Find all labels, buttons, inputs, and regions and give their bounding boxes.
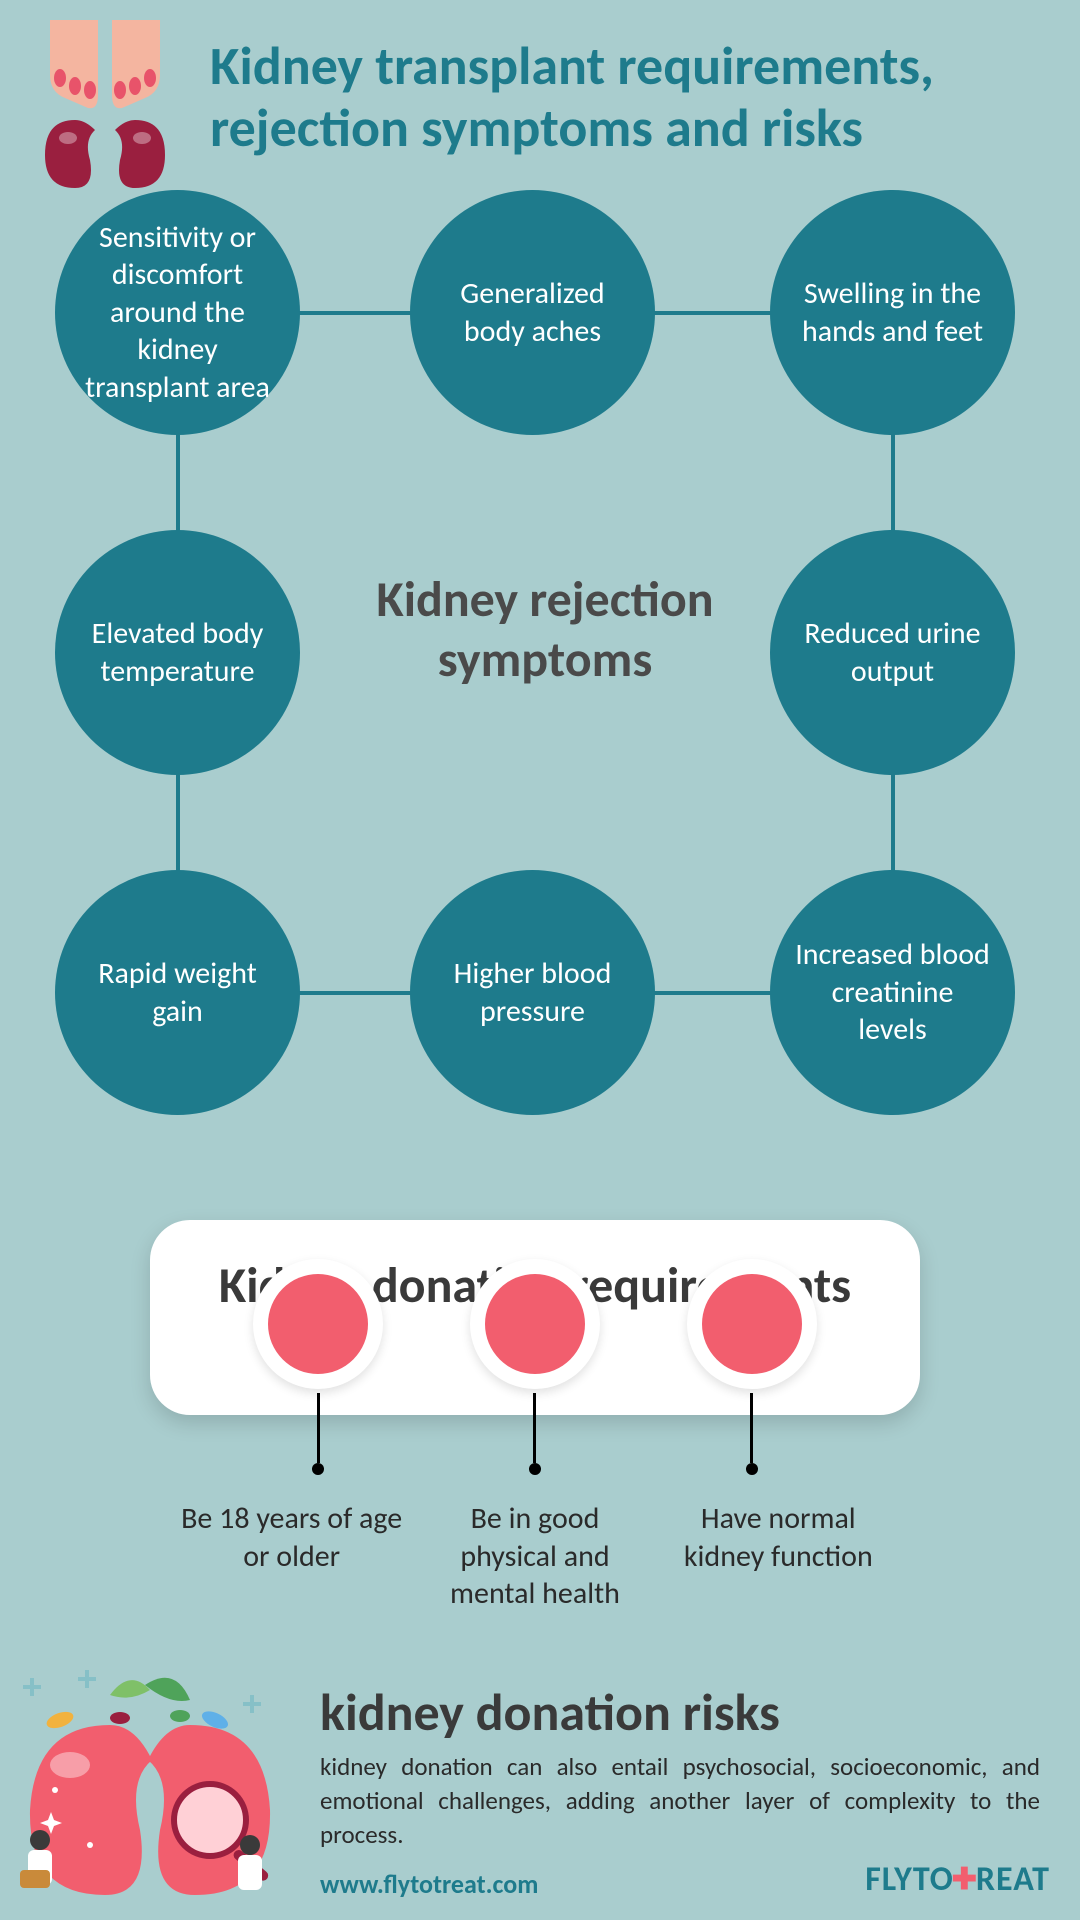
rejection-symptoms-diagram: Sensitivity or discomfort around the kid…: [55, 190, 1025, 1170]
symptom-node: Rapid weight gain: [55, 870, 300, 1115]
kidneys-doctors-icon: [0, 1670, 300, 1900]
requirement-stem-ball: [746, 1463, 758, 1475]
requirement-stem: [750, 1393, 753, 1463]
requirement-dot-outer: [687, 1259, 817, 1389]
logo-text-right: REAT: [976, 1859, 1050, 1900]
requirement-dot-inner: [702, 1274, 802, 1374]
symptom-node: Swelling in the hands and feet: [770, 190, 1015, 435]
requirement-dot: [687, 1259, 817, 1475]
diagram-center-label: Kidney rejection symptoms: [345, 570, 745, 690]
symptom-node: Generalized body aches: [410, 190, 655, 435]
requirement-dot-outer: [253, 1259, 383, 1389]
requirement-stem: [317, 1393, 320, 1463]
requirement-dot: [253, 1259, 383, 1475]
requirement-stem: [533, 1393, 536, 1463]
symptom-node: Higher blood pressure: [410, 870, 655, 1115]
requirement-dot: [470, 1259, 600, 1475]
symptom-node: Sensitivity or discomfort around the kid…: [55, 190, 300, 435]
risks-body: kidney donation can also entail psychoso…: [320, 1750, 1040, 1851]
footer-logo: FLYTO ✚ REAT: [865, 1859, 1050, 1900]
requirement-dot-inner: [485, 1274, 585, 1374]
requirement-label: Be 18 years of age or older: [177, 1500, 407, 1613]
requirements-panel: Kidney donation requirements: [150, 1220, 920, 1415]
requirement-stem-ball: [312, 1463, 324, 1475]
logo-text-left: FLYTO: [865, 1859, 954, 1900]
footer-url[interactable]: www.flytotreat.com: [320, 1868, 538, 1900]
symptom-node: Increased blood creatinine levels: [770, 870, 1015, 1115]
requirement-label: Have normal kidney function: [663, 1500, 893, 1613]
hands-kidneys-icon: [20, 20, 190, 190]
requirement-stem-ball: [529, 1463, 541, 1475]
requirements-labels: Be 18 years of age or olderBe in good ph…: [150, 1500, 920, 1613]
risks-title: kidney donation risks: [320, 1680, 780, 1744]
requirement-dot-outer: [470, 1259, 600, 1389]
requirement-label: Be in good physical and mental health: [420, 1500, 650, 1613]
page-title: Kidney transplant requirements, rejectio…: [210, 20, 1050, 159]
requirement-dot-inner: [268, 1274, 368, 1374]
symptom-node: Reduced urine output: [770, 530, 1015, 775]
header: Kidney transplant requirements, rejectio…: [20, 20, 1050, 190]
logo-cross-icon: ✚: [952, 1861, 978, 1898]
symptom-node: Elevated body temperature: [55, 530, 300, 775]
